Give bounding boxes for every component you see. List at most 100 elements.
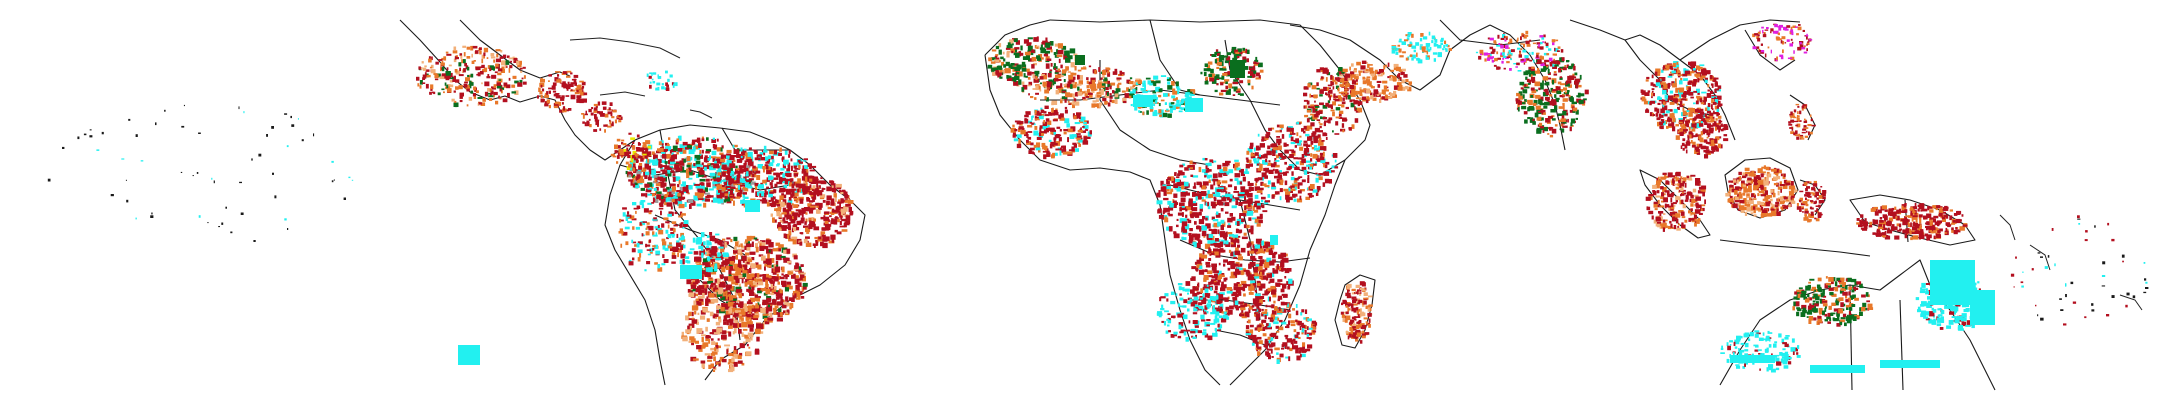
- land-cover-pixel-cat_yellow: [631, 158, 634, 163]
- land-cover-pixel-cat_green: [1011, 43, 1014, 46]
- land-cover-pixel-cat_red: [1301, 179, 1306, 183]
- land-cover-pixel-cat_green: [753, 237, 758, 240]
- land-cover-pixel-cat_red: [679, 223, 683, 228]
- land-cover-pixel-cat_orange: [692, 279, 697, 283]
- land-cover-pixel-cat_red: [431, 56, 433, 61]
- land-cover-pixel-cat_orange: [703, 202, 707, 208]
- land-cover-pixel-cat_red: [661, 143, 664, 146]
- land-cover-pixel-cat_peach: [800, 272, 806, 275]
- land-cover-pixel-cat_red: [1181, 226, 1185, 228]
- land-cover-pixel-cat_orange: [1341, 104, 1345, 108]
- land-cover-pixel-cat_red: [595, 105, 598, 108]
- land-cover-pixel-cat_red: [1308, 192, 1313, 198]
- land-cover-pixel-cat_red: [1301, 158, 1306, 164]
- land-cover-pixel-cat_orange: [618, 120, 622, 123]
- land-cover-pixel-cat_red: [1216, 83, 1219, 86]
- land-cover-pixel-cat_orange: [1263, 250, 1266, 254]
- land-cover-pixel-cat_red: [647, 176, 652, 181]
- land-cover-pixel-cat_orange: [489, 98, 493, 101]
- land-cover-pixel-cat_red: [711, 139, 716, 143]
- land-cover-pixel-cat_red: [774, 199, 778, 203]
- land-cover-pixel-cat_orange: [1149, 108, 1154, 112]
- land-cover-pixel-cat_orange: [801, 286, 805, 292]
- land-cover-pixel-cat_red: [676, 190, 681, 193]
- land-cover-pixel-cat_red: [428, 56, 431, 60]
- land-cover-pixel-cat_orange: [1243, 293, 1246, 297]
- land-cover-pixel-cat_orange: [720, 158, 726, 162]
- land-cover-pixel-cat_cyan: [657, 264, 661, 269]
- land-cover-pixel-cat_red: [1256, 298, 1260, 303]
- land-cover-pixel-cat_orange: [650, 185, 654, 189]
- land-cover-pixel-cat_green: [1035, 72, 1039, 78]
- land-cover-pixel-cat_peach: [803, 238, 808, 244]
- land-cover-pixel-cat_cyan: [677, 135, 680, 140]
- land-cover-pixel-cat_red: [794, 265, 798, 270]
- land-cover-pixel-cat_orange: [702, 342, 709, 347]
- land-cover-pixel-cat_red: [1286, 324, 1290, 329]
- land-cover-pixel-cat_red: [1297, 320, 1302, 326]
- land-cover-pixel-cat_red: [812, 189, 814, 192]
- land-cover-pixel-cat_cyan: [1080, 116, 1086, 122]
- land-cover-pixel-cat_peach: [770, 293, 775, 296]
- land-cover-pixel-cat_red: [1210, 242, 1216, 246]
- land-cover-pixel-cat_red: [698, 198, 704, 201]
- land-cover-pixel-cat_peach: [490, 56, 496, 59]
- land-cover-pixel-cat_red: [1202, 230, 1207, 234]
- land-cover-pixel-cat_red: [755, 193, 759, 197]
- land-cover-pixel-cat_peach: [750, 335, 753, 341]
- land-cover-pixel-cat_orange: [1200, 288, 1204, 293]
- land-cover-pixel-cat_red: [715, 158, 722, 164]
- land-cover-pixel-cat_orange: [710, 271, 717, 275]
- land-cover-pixel-cat_cyan: [1245, 168, 1248, 173]
- land-cover-pixel-cat_red: [775, 293, 782, 297]
- land-cover-pixel-cat_red: [701, 162, 704, 166]
- land-cover-pixel-cat_orange: [991, 49, 997, 52]
- land-cover-pixel-cat_red: [1052, 112, 1056, 116]
- land-cover-pixel-cat_red: [749, 327, 754, 332]
- land-cover-pixel-cat_red: [727, 168, 731, 173]
- land-cover-pixel-cat_orange: [685, 168, 689, 174]
- land-cover-pixel-cat_peach: [732, 331, 735, 335]
- land-cover-pixel-cat_green: [1220, 57, 1225, 61]
- land-cover-pixel-cat_gray: [671, 191, 675, 195]
- land-cover-pixel-cat_peach: [462, 45, 467, 48]
- land-cover-pixel-cat_red: [761, 199, 767, 203]
- land-cover-pixel-cat_red: [1221, 172, 1227, 175]
- land-cover-pixel-cat_cyan: [1239, 192, 1245, 194]
- land-cover-pixel-cat_orange: [493, 94, 495, 98]
- land-cover-pixel-cat_orange: [1056, 54, 1063, 58]
- land-cover-pixel-cat_red: [654, 171, 661, 173]
- land-cover-pixel-cat_orange: [471, 60, 475, 64]
- land-cover-pixel-cat_red: [1237, 240, 1240, 244]
- land-cover-pixel-cat_green: [774, 290, 781, 293]
- land-cover-pixel-cat_cyan: [676, 240, 680, 243]
- land-cover-pixel-cat_green: [1005, 61, 1010, 67]
- land-cover-pixel-cat_red: [1026, 139, 1029, 143]
- land-cover-pixel-cat_orange: [1050, 131, 1056, 135]
- land-cover-pixel-cat_cyan: [1054, 152, 1058, 156]
- land-cover-pixel-cat_red: [665, 142, 669, 146]
- land-cover-pixel-cat_red: [787, 202, 791, 205]
- land-cover-pixel-cat_green: [1128, 88, 1131, 92]
- land-cover-pixel-cat_orange: [1164, 216, 1167, 221]
- land-cover-pixel-cat_red: [1265, 292, 1269, 295]
- land-cover-pixel-cat_yellow: [623, 149, 627, 154]
- land-cover-pixel-cat_orange: [680, 239, 686, 242]
- land-cover-pixel-cat_red: [1271, 143, 1277, 148]
- land-cover-pixel-cat_red: [777, 224, 782, 229]
- land-cover-pixel-cat_cyan: [739, 178, 742, 183]
- land-cover-pixel-cat_red: [1262, 293, 1268, 296]
- land-cover-pixel-cat_cyan: [1243, 171, 1250, 174]
- land-cover-pixel-cat_green: [1028, 45, 1031, 50]
- land-cover-pixel-cat_orange: [1207, 61, 1213, 65]
- land-cover-pixel-cat_orange: [777, 206, 782, 210]
- land-cover-pixel-cat_orange: [765, 283, 769, 289]
- land-cover-pixel-cat_peach: [1104, 94, 1110, 98]
- land-cover-pixel-cat_red: [438, 59, 443, 61]
- land-cover-pixel-cat_cyan: [695, 185, 701, 189]
- land-cover-pixel-cat_red: [1272, 152, 1276, 156]
- land-cover-pixel-cat_cyan: [1215, 192, 1221, 197]
- land-cover-pixel-cat_red: [834, 217, 839, 219]
- land-cover-pixel-cat_green: [441, 88, 445, 91]
- land-cover-pixel-cat_red: [730, 320, 734, 325]
